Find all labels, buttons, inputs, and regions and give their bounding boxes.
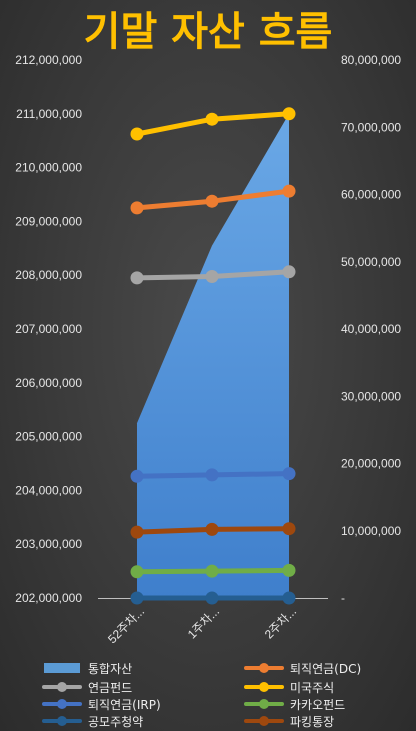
legend-item: 통합자산: [44, 662, 132, 676]
right-axis-tick-label: 80,000,000: [341, 53, 401, 67]
legend-marker: [259, 663, 269, 673]
legend-label: 카카오펀드: [290, 698, 345, 712]
left-axis-tick-label: 204,000,000: [15, 483, 82, 497]
data-point: [282, 563, 296, 577]
legend-item: 공모주청약: [42, 714, 143, 729]
legend-marker: [57, 699, 67, 709]
line-series-카카오펀드: [130, 563, 296, 579]
data-point: [205, 591, 219, 605]
left-axis-tick-label: 202,000,000: [15, 591, 82, 605]
x-axis-category-label: 52주차...: [105, 604, 147, 646]
legend-label: 통합자산: [88, 662, 132, 676]
left-axis-tick-label: 208,000,000: [15, 268, 82, 282]
left-axis-tick-label: 203,000,000: [15, 537, 82, 551]
left-axis-tick-label: 209,000,000: [15, 214, 82, 228]
data-point: [130, 127, 144, 141]
left-axis-tick-label: 205,000,000: [15, 430, 82, 444]
data-point: [205, 564, 219, 578]
data-point: [130, 469, 144, 483]
left-axis-tick-label: 210,000,000: [15, 161, 82, 175]
legend-label: 퇴직연금(DC): [290, 662, 361, 676]
data-point: [282, 467, 296, 481]
data-point: [282, 522, 296, 536]
right-axis-tick-label: 40,000,000: [341, 322, 401, 336]
legend-label: 공모주청약: [88, 714, 143, 729]
left-axis-tick-label: 207,000,000: [15, 322, 82, 336]
legend-marker: [259, 716, 269, 726]
line-series-퇴직연금(IRP): [130, 467, 296, 483]
legend-marker: [57, 682, 67, 692]
right-axis-tick-label: 30,000,000: [341, 389, 401, 403]
left-axis-tick-label: 212,000,000: [15, 53, 82, 67]
line-series-공모주청약: [130, 591, 296, 605]
data-point: [282, 107, 296, 121]
data-point: [130, 271, 144, 285]
data-point: [130, 525, 144, 539]
data-point: [282, 184, 296, 198]
legend-item: 카카오펀드: [244, 698, 345, 712]
data-point: [205, 112, 219, 126]
legend-label: 퇴직연금(IRP): [88, 698, 161, 712]
data-point: [282, 265, 296, 279]
data-point: [205, 194, 219, 208]
x-axis-category-label: 2주차...: [262, 604, 299, 641]
x-axis-category-label: 1주차...: [185, 604, 222, 641]
legend-item: 퇴직연금(DC): [244, 662, 361, 676]
line-series-파킹통장: [130, 522, 296, 539]
legend-marker: [57, 716, 67, 726]
right-axis-tick-label: 20,000,000: [341, 457, 401, 471]
legend-label: 연금펀드: [88, 681, 132, 695]
data-point: [205, 468, 219, 482]
line-series-미국주식: [130, 107, 296, 141]
line-series-연금펀드: [130, 265, 296, 285]
data-point: [130, 565, 144, 579]
right-axis-tick-label: 70,000,000: [341, 120, 401, 134]
legend-label: 파킹통장: [290, 715, 334, 729]
legend-marker: [259, 682, 269, 692]
legend-item: 파킹통장: [244, 715, 334, 729]
legend-label: 미국주식: [290, 681, 334, 695]
legend-swatch: [44, 663, 80, 673]
legend-item: 퇴직연금(IRP): [42, 698, 161, 712]
data-point: [130, 201, 144, 215]
right-axis-tick-label: 10,000,000: [341, 524, 401, 538]
legend-item: 미국주식: [244, 681, 334, 695]
right-axis-tick-label: 60,000,000: [341, 188, 401, 202]
right-axis-tick-label: -: [341, 591, 345, 605]
left-axis-tick-label: 211,000,000: [16, 107, 82, 121]
left-axis-tick-label: 206,000,000: [15, 376, 82, 390]
data-point: [282, 591, 296, 605]
chart-title: 기말 자산 흐름: [84, 9, 333, 55]
data-point: [130, 591, 144, 605]
legend-marker: [259, 699, 269, 709]
line-series-퇴직연금(DC): [130, 184, 296, 215]
data-point: [205, 522, 219, 536]
right-axis-tick-label: 50,000,000: [341, 255, 401, 269]
data-point: [205, 270, 219, 283]
legend-item: 연금펀드: [42, 681, 132, 695]
